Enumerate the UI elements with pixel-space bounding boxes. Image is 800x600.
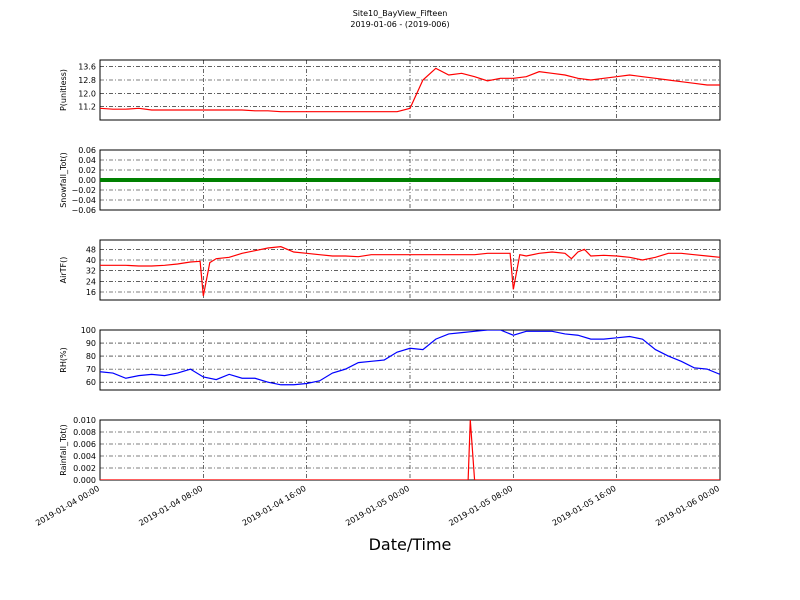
- data-line: [100, 330, 720, 386]
- y-tick-label: 24: [86, 277, 96, 286]
- y-tick-label: 0.00: [78, 176, 96, 185]
- y-tick-label: 0.04: [78, 156, 96, 165]
- y-tick-label: 100: [81, 326, 96, 335]
- y-tick-label: −0.06: [71, 206, 96, 215]
- y-tick-label: 0.008: [73, 428, 96, 437]
- x-tick-label: 2019-01-04 16:00: [241, 484, 308, 528]
- y-axis-label: Snowfall_Tot(): [59, 152, 68, 208]
- x-tick-label: 2019-01-04 08:00: [137, 484, 204, 528]
- y-tick-label: 90: [86, 339, 96, 348]
- x-tick-label: 2019-01-04 00:00: [34, 484, 101, 528]
- y-axis-label: Rainfall_Tot(): [59, 424, 68, 476]
- x-tick-label: 2019-01-05 16:00: [551, 484, 618, 528]
- y-tick-label: 32: [86, 267, 96, 276]
- data-line: [100, 67, 720, 113]
- data-line: [100, 246, 720, 297]
- y-tick-label: 11.2: [78, 103, 96, 112]
- y-tick-label: 0.02: [78, 166, 96, 175]
- y-tick-label: 13.6: [78, 63, 96, 72]
- y-tick-label: −0.04: [71, 196, 96, 205]
- y-axis-label: P(unitless): [59, 69, 68, 111]
- y-tick-label: 12.0: [78, 89, 96, 98]
- x-tick-label: 2019-01-05 00:00: [344, 484, 411, 528]
- y-tick-label: 48: [86, 245, 96, 254]
- y-tick-label: 0.004: [73, 452, 96, 461]
- y-axis-label: AirTF(): [59, 257, 68, 284]
- y-tick-label: 0.006: [73, 440, 96, 449]
- x-tick-label: 2019-01-05 08:00: [447, 484, 514, 528]
- chart-title: Site10_BayView_Fifteen: [353, 9, 448, 18]
- y-tick-label: 0.06: [78, 146, 96, 155]
- y-tick-label: 80: [86, 352, 96, 361]
- y-tick-label: 0.002: [73, 464, 96, 473]
- y-tick-label: 16: [86, 288, 96, 297]
- chart-subtitle: 2019-01-06 - (2019-006): [350, 20, 449, 29]
- y-tick-label: 12.8: [78, 76, 96, 85]
- x-tick-label: 2019-01-06 00:00: [654, 484, 721, 528]
- x-axis-label: Date/Time: [369, 535, 452, 554]
- y-tick-label: −0.02: [71, 186, 96, 195]
- y-tick-label: 60: [86, 378, 96, 387]
- y-tick-label: 0.000: [73, 476, 96, 485]
- y-axis-label: RH(%): [59, 347, 68, 372]
- y-tick-label: 70: [86, 365, 96, 374]
- y-tick-label: 40: [86, 256, 96, 265]
- y-tick-label: 0.010: [73, 416, 96, 425]
